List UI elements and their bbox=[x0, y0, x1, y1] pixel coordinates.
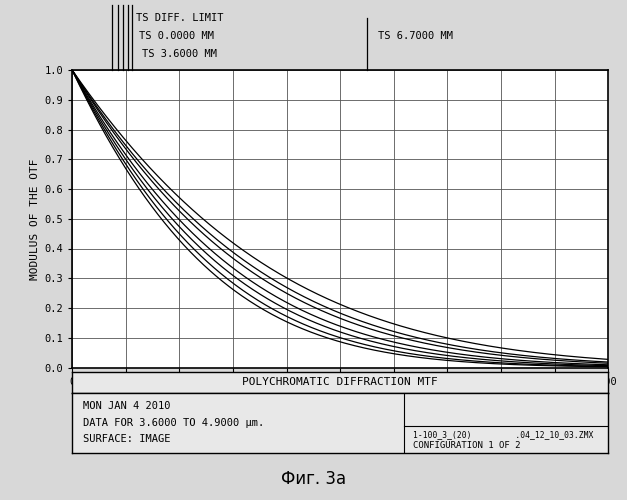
Text: 1-100_3_(20)         .04_12_10_03.ZMX: 1-100_3_(20) .04_12_10_03.ZMX bbox=[413, 430, 593, 439]
Text: MON JAN 4 2010: MON JAN 4 2010 bbox=[83, 400, 171, 410]
Text: TS DIFF. LIMIT: TS DIFF. LIMIT bbox=[137, 13, 224, 23]
Text: DATA FOR 3.6000 TO 4.9000 μm.: DATA FOR 3.6000 TO 4.9000 μm. bbox=[83, 418, 264, 428]
Text: SURFACE: IMAGE: SURFACE: IMAGE bbox=[83, 434, 171, 444]
Text: Фиг. 3a: Фиг. 3a bbox=[281, 470, 346, 488]
Y-axis label: MODULUS OF THE OTF: MODULUS OF THE OTF bbox=[30, 158, 40, 280]
Text: TS 6.7000 MM: TS 6.7000 MM bbox=[377, 31, 453, 41]
Text: TS 3.6000 MM: TS 3.6000 MM bbox=[142, 48, 217, 58]
X-axis label: SPATIAL FREQUENCY IN CYCLES PER MM: SPATIAL FREQUENCY IN CYCLES PER MM bbox=[225, 390, 455, 400]
Text: CONFIGURATION 1 OF 2: CONFIGURATION 1 OF 2 bbox=[413, 441, 520, 450]
Text: TS 0.0000 MM: TS 0.0000 MM bbox=[139, 31, 214, 41]
Text: POLYCHROMATIC DIFFRACTION MTF: POLYCHROMATIC DIFFRACTION MTF bbox=[242, 377, 438, 387]
